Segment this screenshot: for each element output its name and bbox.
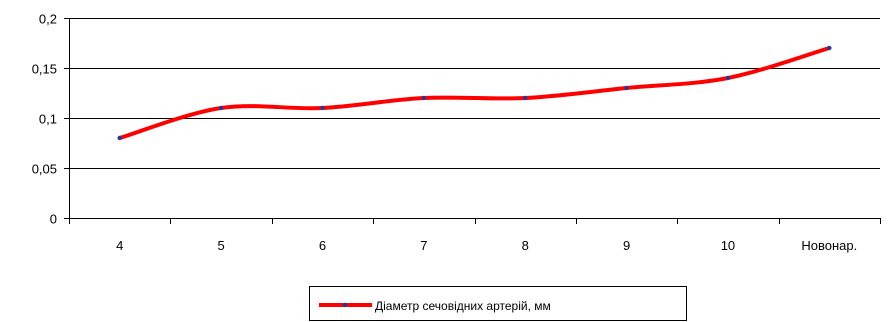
y-tick-label-2: 0,1 — [39, 112, 57, 127]
x-tick-label-2: 6 — [319, 238, 326, 253]
legend-box — [309, 286, 687, 321]
series-line-0 — [117, 46, 832, 140]
x-tick-label-0: 4 — [116, 238, 123, 253]
data-point-0-3 — [421, 95, 427, 101]
axes — [64, 18, 881, 224]
data-point-0-1 — [218, 105, 224, 111]
data-point-0-7 — [827, 45, 832, 51]
legend-marker-sample — [342, 302, 348, 308]
x-tick-label-5: 9 — [623, 238, 630, 253]
y-tick-label-4: 0,2 — [39, 12, 57, 27]
x-tick-label-4: 8 — [522, 238, 529, 253]
x-tick-label-3: 7 — [420, 238, 427, 253]
legend: Діаметр сечовідних артерій, мм — [309, 286, 687, 321]
y-tick-label-0: 0 — [50, 212, 57, 227]
series — [117, 45, 832, 141]
data-point-0-5 — [624, 85, 629, 91]
y-tick-label-3: 0,15 — [32, 62, 57, 77]
y-tick-labels: 0 0,05 0,1 0,15 0,2 — [32, 12, 57, 227]
legend-label: Діаметр сечовідних артерій, мм — [375, 299, 551, 313]
data-point-0-2 — [320, 105, 325, 111]
x-tick-labels: 4 5 6 7 8 9 10 Новонар. — [116, 238, 857, 253]
data-point-0-0 — [117, 135, 122, 141]
x-tick-label-7: Новонар. — [801, 238, 857, 253]
gridlines — [69, 18, 880, 169]
x-tick-label-1: 5 — [217, 238, 224, 253]
data-point-0-6 — [725, 75, 731, 81]
y-tick-label-1: 0,05 — [32, 162, 57, 177]
x-tick-label-6: 10 — [721, 238, 735, 253]
data-point-0-4 — [522, 95, 528, 101]
